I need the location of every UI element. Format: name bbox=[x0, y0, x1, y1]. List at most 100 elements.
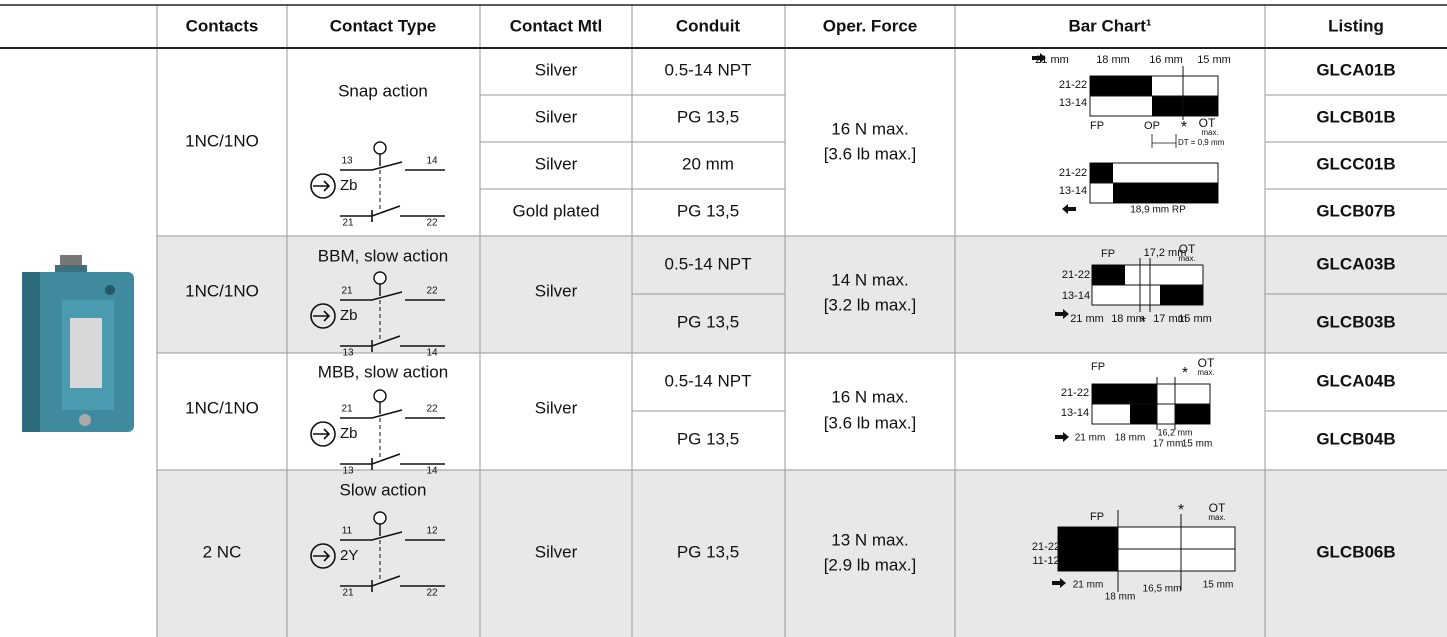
bar-chart-label: 21-22 bbox=[1059, 167, 1087, 179]
bar-chart-label: max. bbox=[1208, 513, 1225, 522]
operating-force: 13 N max. bbox=[831, 530, 908, 549]
terminal-label: 12 bbox=[426, 526, 438, 537]
conduit: 20 mm bbox=[682, 154, 734, 173]
bar-closed bbox=[1113, 183, 1218, 203]
contacts: 1NC/1NO bbox=[185, 281, 259, 300]
terminal-label: 21 bbox=[342, 218, 354, 229]
bar-chart-label: max. bbox=[1178, 254, 1195, 263]
operating-force: 16 N max. bbox=[831, 119, 908, 138]
operating-force: 14 N max. bbox=[831, 270, 908, 289]
column-header: Oper. Force bbox=[823, 16, 917, 35]
bar-chart-label: * bbox=[1181, 119, 1187, 136]
conduit: 0.5-14 NPT bbox=[665, 371, 752, 390]
contact-code: Zb bbox=[340, 307, 358, 324]
listing: GLCB01B bbox=[1316, 107, 1395, 126]
listing: GLCB07B bbox=[1316, 201, 1395, 220]
bar-closed bbox=[1152, 96, 1218, 116]
terminal-label: 14 bbox=[426, 348, 438, 359]
terminal-label: 22 bbox=[426, 286, 438, 297]
bar-chart-label: 13-14 bbox=[1059, 185, 1087, 197]
bar-chart-label: * bbox=[1178, 502, 1184, 519]
bar-closed bbox=[1058, 527, 1118, 571]
contact-material: Silver bbox=[535, 281, 578, 300]
bar-chart-label: 18,9 mm RP bbox=[1130, 205, 1186, 216]
contact-symbol bbox=[340, 161, 445, 222]
bar-chart-label: 16,2 mm bbox=[1157, 427, 1192, 437]
contact-material: Silver bbox=[535, 542, 578, 561]
terminal-label: 13 bbox=[342, 348, 354, 359]
bar-closed bbox=[1160, 285, 1203, 305]
contact-material: Gold plated bbox=[513, 201, 600, 220]
terminal-label: 14 bbox=[426, 156, 438, 167]
bar-chart-label: FP bbox=[1090, 511, 1104, 523]
contact-material: Silver bbox=[535, 398, 578, 417]
bar-chart-label: 21-22 bbox=[1032, 541, 1060, 553]
bar-chart-label: 13-14 bbox=[1061, 407, 1089, 419]
terminal-label: 22 bbox=[426, 218, 438, 229]
bar-chart-label: 13-14 bbox=[1059, 97, 1087, 109]
bar-chart-label: 21-22 bbox=[1059, 79, 1087, 91]
column-header: Conduit bbox=[676, 16, 741, 35]
conduit: 0.5-14 NPT bbox=[665, 60, 752, 79]
bar-chart-label: 15 mm bbox=[1178, 313, 1212, 325]
listing: GLCC01B bbox=[1316, 154, 1395, 173]
bar-chart-label: 21 mm bbox=[1070, 313, 1104, 325]
bar-chart-label: 13-14 bbox=[1062, 290, 1090, 302]
arrow bbox=[1052, 578, 1066, 588]
bar-chart-label: 21-22 bbox=[1061, 387, 1089, 399]
listing: GLCA03B bbox=[1316, 254, 1395, 273]
contact-code: Zb bbox=[340, 425, 358, 442]
actuator-arrow bbox=[313, 428, 331, 440]
contact-symbol bbox=[340, 291, 445, 352]
arrow bbox=[1055, 432, 1069, 442]
contact-type: MBB, slow action bbox=[318, 362, 448, 381]
bar-chart-label: * bbox=[1182, 365, 1188, 382]
bar-chart-label: OT bbox=[1209, 501, 1226, 515]
listing: GLCB06B bbox=[1316, 542, 1395, 561]
contacts: 1NC/1NO bbox=[185, 398, 259, 417]
plunger bbox=[373, 389, 387, 403]
terminal-label: 21 bbox=[341, 404, 353, 415]
bar-closed bbox=[1092, 384, 1157, 404]
actuator-symbol bbox=[310, 421, 336, 447]
bar-chart-label: OT bbox=[1198, 356, 1215, 370]
terminal-label: 21 bbox=[342, 588, 354, 599]
bar-chart-label: 17 mm bbox=[1153, 439, 1184, 450]
operating-force: [2.9 lb max.] bbox=[824, 555, 917, 574]
bar-chart-label: 18 mm bbox=[1096, 54, 1130, 66]
bar-closed bbox=[1175, 404, 1210, 424]
terminal-label: 14 bbox=[426, 466, 438, 477]
contacts: 2 NC bbox=[203, 542, 242, 561]
bar-closed bbox=[1090, 163, 1113, 183]
bar-chart-label: 18 mm bbox=[1111, 313, 1145, 325]
plunger bbox=[373, 141, 387, 155]
actuator-symbol bbox=[310, 303, 336, 329]
contact-symbol bbox=[340, 531, 445, 592]
bar-chart-label: FP bbox=[1090, 120, 1104, 132]
terminal-label: 13 bbox=[342, 466, 354, 477]
bar-chart-label: OT bbox=[1179, 242, 1196, 256]
bar-chart-label: FP bbox=[1091, 361, 1105, 373]
column-header: Contact Mtl bbox=[510, 16, 603, 35]
listing: GLCB04B bbox=[1316, 429, 1395, 448]
actuator-symbol bbox=[310, 543, 336, 569]
bar-chart-label: 21 mm bbox=[1075, 433, 1106, 444]
actuator-symbol bbox=[310, 173, 336, 199]
bar-closed bbox=[1130, 404, 1157, 424]
bar-chart-label: 15 mm bbox=[1203, 580, 1234, 591]
arrow bbox=[1032, 53, 1046, 63]
terminal-label: 13 bbox=[341, 156, 353, 167]
arrow bbox=[1062, 204, 1076, 214]
actuator-arrow bbox=[313, 180, 331, 192]
bar-chart-label: 21-22 bbox=[1062, 269, 1090, 281]
actuator-arrow bbox=[313, 550, 331, 562]
bar-chart-label: 15 mm bbox=[1182, 439, 1213, 450]
conduit: 0.5-14 NPT bbox=[665, 254, 752, 273]
actuator-arrow bbox=[313, 310, 331, 322]
terminal-label: 11 bbox=[342, 526, 353, 537]
column-header: Bar Chart¹ bbox=[1068, 16, 1151, 35]
terminal-label: 22 bbox=[426, 588, 438, 599]
contact-type: Snap action bbox=[338, 81, 428, 100]
bar-chart-label: OT bbox=[1199, 116, 1216, 130]
